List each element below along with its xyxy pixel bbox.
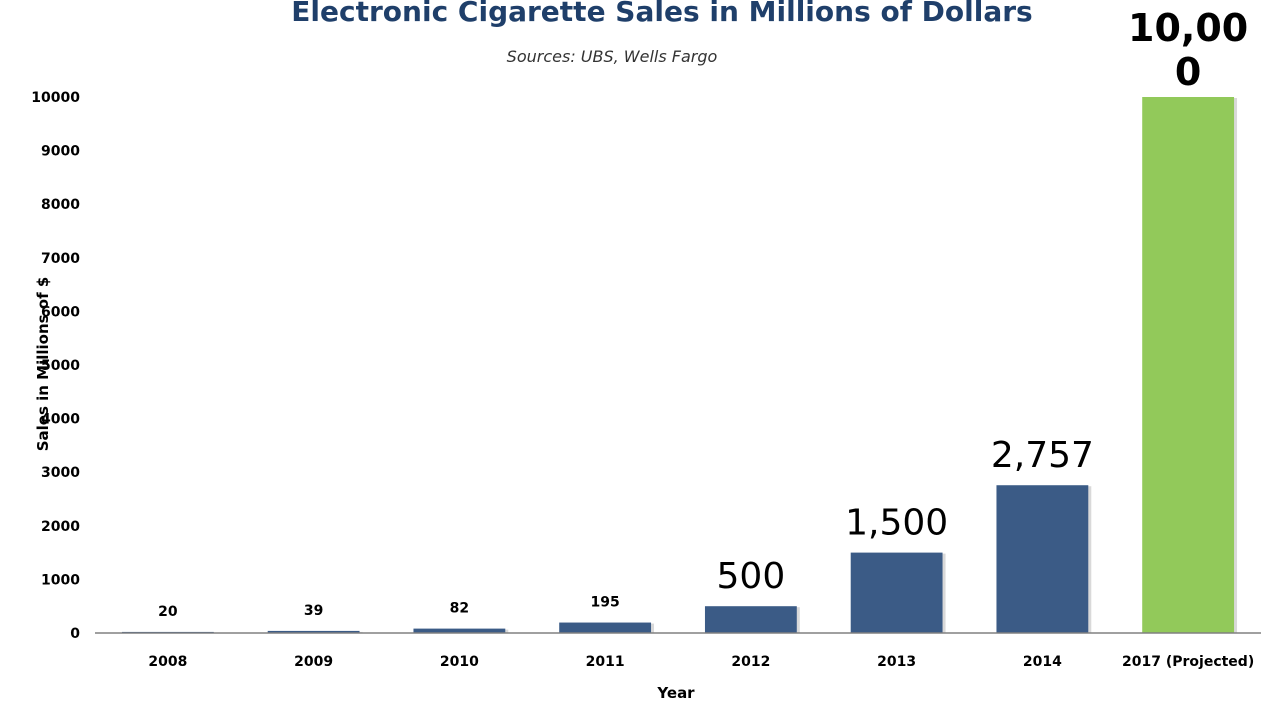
bar <box>413 628 506 633</box>
y-tick-label: 5000 <box>41 358 80 374</box>
data-labels: 20 39 82 195 500 1,500 2,757 10,00 0 <box>158 6 1248 620</box>
x-tick-label: 2013 <box>877 654 916 670</box>
x-tick-label: 2008 <box>148 654 187 670</box>
x-axis-title: Year <box>656 684 695 701</box>
x-tick-label: 2011 <box>586 654 625 670</box>
data-label: 20 <box>158 604 178 620</box>
data-label: 39 <box>304 603 323 619</box>
data-label: 82 <box>450 601 469 617</box>
data-label: 195 <box>591 595 620 611</box>
y-tick-label: 0 <box>70 626 80 642</box>
x-tick-label: 2010 <box>440 654 479 670</box>
x-tick-label: 2014 <box>1023 654 1062 670</box>
bar <box>996 485 1089 633</box>
y-tick-label: 2000 <box>41 519 80 535</box>
chart-title: Electronic Cigarette Sales in Millions o… <box>291 0 1032 28</box>
data-label: 500 <box>717 556 786 597</box>
bar <box>704 606 797 633</box>
y-tick-label: 8000 <box>41 197 80 213</box>
x-tick-label: 2012 <box>731 654 770 670</box>
x-tick-label: 2009 <box>294 654 333 670</box>
bar <box>850 552 943 633</box>
data-label: 10,00 0 <box>1128 6 1248 94</box>
bar <box>267 630 360 633</box>
chart-subtitle: Sources: UBS, Wells Fargo <box>507 47 718 66</box>
y-axis-title: Sales in Millions of $ <box>34 277 52 452</box>
data-label: 2,757 <box>991 435 1094 476</box>
y-tick-label: 9000 <box>41 144 80 160</box>
y-tick-label: 6000 <box>41 304 80 320</box>
y-tick-label: 4000 <box>41 412 80 428</box>
y-tick-label: 1000 <box>41 572 80 588</box>
data-label: 1,500 <box>845 503 948 544</box>
bar <box>559 622 652 633</box>
y-tick-label: 10000 <box>31 90 80 106</box>
y-tick-label: 3000 <box>41 465 80 481</box>
x-tick-label: 2017 (Projected) <box>1122 654 1254 670</box>
y-axis: 0 1000 2000 3000 4000 5000 6000 7000 8000 9000 100… <box>31 90 80 642</box>
bar-projected <box>1142 97 1235 633</box>
y-tick-label: 7000 <box>41 251 80 267</box>
x-axis: 2008 2009 2010 2011 2012 2013 2014 2017 (Projec… <box>148 654 1254 670</box>
bars <box>121 97 1238 633</box>
